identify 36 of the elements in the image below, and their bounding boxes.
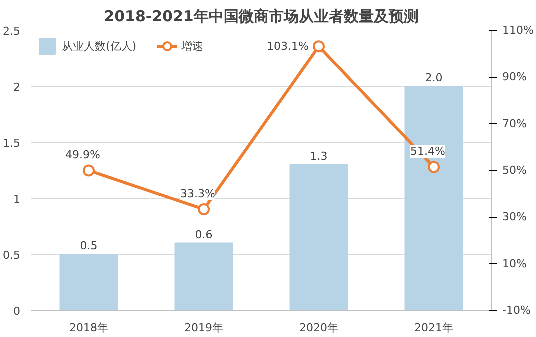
data-label: 51.4%: [410, 145, 446, 158]
data-label: 0.6: [195, 228, 213, 242]
bar: [404, 86, 464, 310]
bar: [290, 164, 348, 310]
data-label: 2.0: [425, 72, 443, 84]
y2-tick-label: 110%: [502, 24, 534, 37]
x-tick-label: 2021年: [414, 322, 454, 334]
y-tick-label: 1.5: [3, 137, 21, 150]
y2-tick-label: 30%: [502, 210, 527, 224]
y-tick-label: 2.5: [3, 25, 21, 38]
point: [83, 164, 95, 177]
y-tick-label: 0.5: [3, 249, 21, 262]
y2-tick-label: 50%: [502, 164, 527, 177]
data-label: 103.1%: [267, 40, 310, 54]
chart-title: 2018-2021年中国微商市场从业者数量及预测: [104, 8, 419, 26]
data-label: 1.3: [310, 150, 328, 163]
y2-tick-label: 90%: [502, 70, 527, 84]
x-tick-label: 2019年: [184, 322, 224, 334]
x-tick-label: 2020年: [300, 322, 339, 334]
y-tick-label: 0: [14, 305, 20, 318]
y2-tick-label: 10%: [502, 257, 527, 270]
point: [428, 161, 440, 174]
x-tick-label: 2018年: [70, 322, 109, 334]
y-tick-label: 2: [14, 81, 20, 94]
legend-label: 从业人数(亿人): [62, 38, 137, 54]
data-label: 49.9%: [66, 148, 100, 162]
y-tick-label: 1: [14, 193, 20, 206]
point: [198, 203, 210, 216]
y2-tick-label: 70%: [502, 117, 527, 130]
y2-tick-label: -10%: [502, 304, 531, 317]
data-label: 33.3%: [180, 187, 216, 200]
bar: [174, 242, 234, 310]
data-label: 0.5: [80, 240, 98, 252]
bar: [60, 254, 118, 310]
point: [313, 40, 325, 53]
legend-label: 增速: [182, 38, 204, 54]
